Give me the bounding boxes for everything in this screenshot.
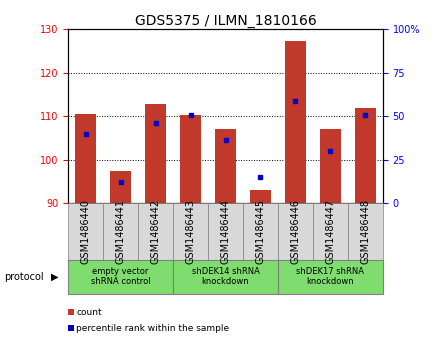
- Bar: [320, 129, 341, 203]
- Bar: [285, 41, 306, 203]
- Text: shDEK17 shRNA
knockdown: shDEK17 shRNA knockdown: [297, 267, 364, 286]
- Text: GSM1486443: GSM1486443: [186, 199, 195, 264]
- Text: protocol: protocol: [4, 272, 44, 282]
- Text: GSM1486444: GSM1486444: [220, 199, 231, 264]
- Text: GSM1486442: GSM1486442: [150, 199, 161, 264]
- Text: GSM1486440: GSM1486440: [81, 199, 91, 264]
- Bar: [75, 114, 96, 203]
- Bar: [215, 129, 236, 203]
- Text: shDEK14 shRNA
knockdown: shDEK14 shRNA knockdown: [191, 267, 260, 286]
- Bar: [180, 115, 201, 203]
- Bar: [355, 108, 376, 203]
- Bar: [110, 171, 131, 203]
- Text: ▶: ▶: [51, 272, 59, 282]
- Bar: [145, 104, 166, 203]
- Text: GSM1486441: GSM1486441: [116, 199, 126, 264]
- Title: GDS5375 / ILMN_1810166: GDS5375 / ILMN_1810166: [135, 14, 316, 28]
- Text: GSM1486448: GSM1486448: [360, 199, 370, 264]
- Text: GSM1486445: GSM1486445: [256, 199, 265, 264]
- Text: GSM1486447: GSM1486447: [325, 199, 335, 264]
- Text: count: count: [76, 308, 102, 317]
- Text: GSM1486446: GSM1486446: [290, 199, 301, 264]
- Text: percentile rank within the sample: percentile rank within the sample: [76, 324, 229, 333]
- Text: empty vector
shRNA control: empty vector shRNA control: [91, 267, 150, 286]
- Bar: [250, 190, 271, 203]
